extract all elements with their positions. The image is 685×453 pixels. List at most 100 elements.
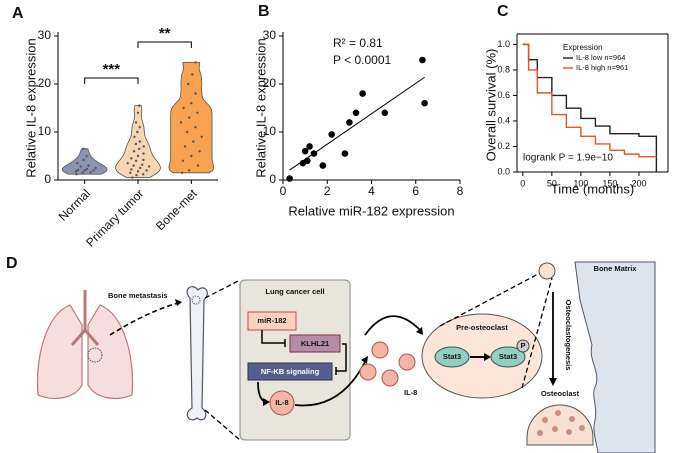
data-point	[145, 169, 148, 172]
significance-bracket	[137, 41, 192, 48]
significance-label: **	[159, 25, 171, 42]
data-point	[319, 162, 327, 169]
data-point	[142, 158, 145, 162]
annotation: P < 0.0001	[333, 53, 391, 67]
data-point	[134, 159, 138, 162]
data-point	[188, 169, 191, 172]
nuclei	[537, 410, 585, 436]
data-point	[139, 166, 142, 170]
arrow-head	[175, 299, 182, 306]
data-point	[130, 168, 133, 171]
phospho	[516, 339, 530, 353]
y-tick-label: 0.4	[497, 115, 510, 125]
annotation: R² = 0.81	[333, 36, 383, 50]
data-point	[194, 126, 197, 129]
data-point	[190, 154, 193, 158]
data-point	[136, 170, 140, 173]
x-tick-label: 0	[280, 184, 287, 198]
x-tick-label: 4	[368, 184, 375, 198]
data-point	[136, 111, 140, 115]
data-point	[191, 73, 194, 76]
data-point	[328, 131, 335, 138]
zoom-line	[439, 272, 553, 389]
data-point	[85, 167, 89, 171]
label: miR-182	[257, 316, 286, 325]
data-point	[83, 169, 86, 172]
data-point	[138, 126, 141, 129]
x-axis-label: Relative miR-182 expression	[288, 203, 454, 218]
data-point	[182, 106, 185, 110]
y-tick-label: 0	[269, 172, 276, 186]
data-point	[419, 56, 426, 64]
x-tick-label: 2	[324, 184, 331, 198]
data-point	[82, 158, 85, 162]
x-tick-label: 100	[573, 178, 588, 188]
data-point	[196, 164, 200, 167]
data-point	[196, 111, 199, 115]
tumor	[87, 347, 103, 363]
survival-curve	[522, 43, 658, 172]
label: IL-8	[404, 388, 417, 397]
label: Bone metastasis	[108, 291, 168, 300]
x-tick-label: 0	[520, 178, 525, 188]
data-point	[181, 171, 184, 174]
metastasis-arrow	[109, 301, 183, 336]
arrow-head	[549, 378, 557, 386]
data-point	[187, 82, 190, 86]
label: IL-8	[275, 398, 288, 407]
y-tick-label: 20	[38, 76, 52, 90]
node	[289, 334, 341, 353]
data-point	[76, 168, 80, 172]
y-tick-label: 0.2	[497, 141, 510, 151]
label: P	[520, 341, 525, 350]
bone-matrix	[574, 261, 656, 453]
bone	[186, 286, 208, 421]
data-point	[141, 163, 144, 166]
y-tick-label: 0.0	[497, 166, 510, 176]
bone-tumor	[191, 295, 201, 305]
legend-title: Expression	[563, 43, 603, 52]
legend-entry: IL-8 high n=961	[576, 63, 628, 72]
data-point	[82, 147, 85, 150]
data-point	[192, 140, 195, 143]
data-point	[136, 130, 139, 134]
cancer-cell	[239, 279, 351, 441]
data-point	[76, 162, 79, 165]
data-point	[183, 145, 187, 148]
x-tick-label: 200	[631, 178, 646, 188]
x-tick-label: Bone-met	[153, 186, 200, 233]
data-point	[147, 165, 151, 168]
data-point	[138, 140, 142, 143]
data-point	[179, 121, 183, 124]
y-tick-label: 30	[263, 28, 277, 42]
data-point	[141, 173, 145, 176]
node	[269, 390, 295, 416]
panel-label: A	[12, 5, 24, 22]
data-point	[181, 159, 185, 162]
data-point	[194, 61, 197, 64]
data-point	[359, 90, 366, 97]
x-tick-label: Primary tumor	[83, 186, 146, 249]
panel-label: C	[497, 3, 509, 20]
data-point	[346, 119, 353, 126]
data-point	[185, 130, 189, 134]
data-point	[133, 135, 136, 138]
x-tick-label: Normal	[56, 186, 93, 223]
cell	[538, 262, 556, 280]
label: KLHL21	[301, 339, 329, 348]
node	[247, 362, 333, 381]
data-point	[134, 142, 138, 146]
data-point	[198, 150, 201, 153]
annotation: logrank P = 1.9e−10	[523, 153, 613, 164]
y-axis-label: Relative IL-8 expression	[253, 38, 268, 177]
data-point	[85, 154, 88, 158]
data-point	[142, 152, 145, 155]
data-point	[352, 109, 360, 117]
inhibit	[261, 330, 286, 347]
data-point	[381, 109, 389, 117]
label: Osteoclast	[541, 389, 580, 398]
diagram: D Bone metastasis Lung cancer cell miR-1…	[6, 255, 656, 453]
label: Stat3	[499, 352, 517, 361]
y-tick-label: 0	[44, 172, 51, 186]
